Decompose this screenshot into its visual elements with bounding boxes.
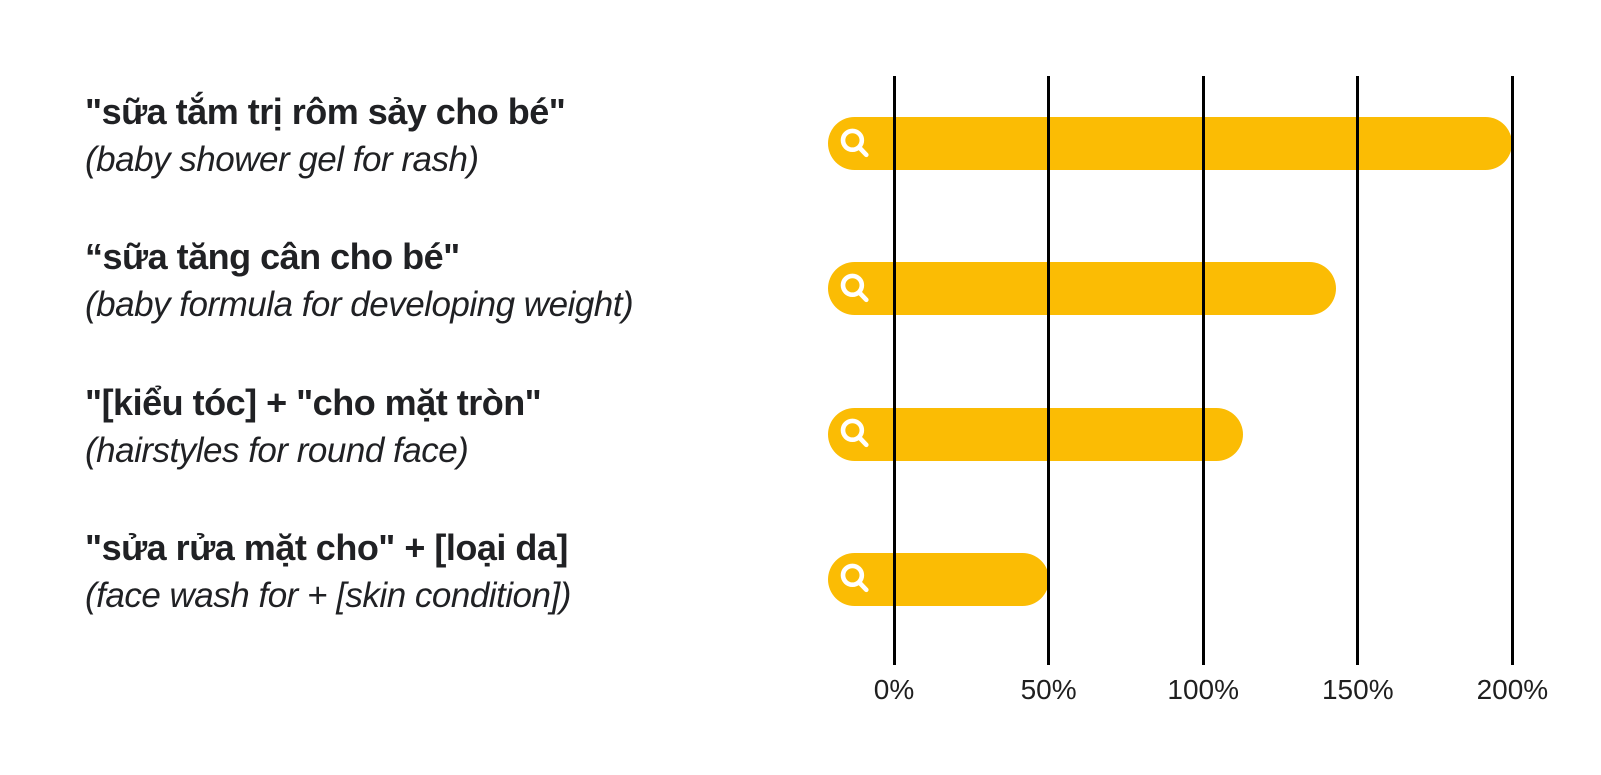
search-icon <box>837 125 874 162</box>
query-text: "sửa rửa mặt cho" + [loại da] <box>85 526 568 568</box>
search-icon <box>837 561 874 598</box>
search-term-bar <box>828 262 1337 316</box>
query-text: “sữa tăng cân cho bé" <box>85 236 460 278</box>
x-tick-label: 0% <box>873 674 915 705</box>
query-translation: (baby shower gel for rash) <box>85 140 479 179</box>
category-label: "sữa tắm trị rôm sảy cho bé" (baby shower… <box>85 87 815 184</box>
search-icon <box>837 416 874 453</box>
query-translation: (baby formula for developing weight) <box>85 285 634 325</box>
search-icon <box>837 270 874 307</box>
query-translation: (face wash for + [skin condition]) <box>85 575 571 615</box>
query-text: "sữa tắm trị rôm sảy cho bé" <box>85 91 566 132</box>
gridline-0% <box>892 76 896 665</box>
gridline-100% <box>1201 76 1205 665</box>
gridline-200% <box>1510 76 1514 665</box>
gridline-50% <box>1047 76 1051 665</box>
search-term-bar <box>828 407 1244 461</box>
x-tick-label: 150% <box>1321 674 1394 705</box>
category-label: “sữa tăng cân cho bé" (baby formula for d… <box>85 232 815 329</box>
gridline-150% <box>1356 76 1360 665</box>
category-label: "[kiểu tóc] + "cho mặt tròn" (hairstyles … <box>85 378 815 475</box>
x-tick-label: 200% <box>1476 674 1549 705</box>
search-term-bar <box>828 552 1049 606</box>
x-tick-label: 50% <box>1020 674 1077 705</box>
query-translation: (hairstyles for round face) <box>85 430 469 470</box>
search-term-bar <box>828 117 1513 170</box>
x-tick-label: 100% <box>1167 674 1239 705</box>
query-text: "[kiểu tóc] + "cho mặt tròn" <box>85 381 542 423</box>
category-label: "sửa rửa mặt cho" + [loại da] (face wash … <box>85 523 815 620</box>
